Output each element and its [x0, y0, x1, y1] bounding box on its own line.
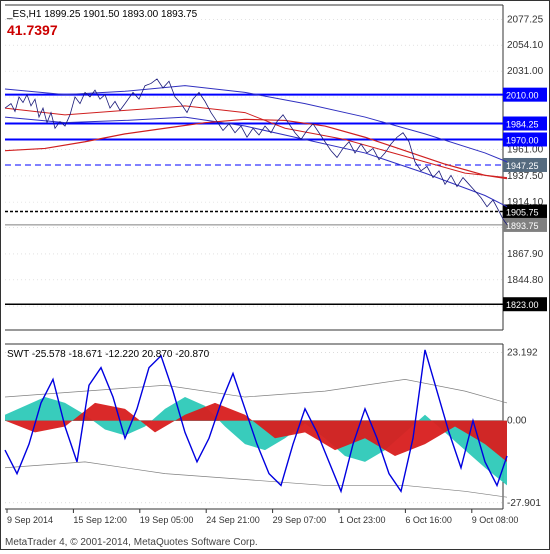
svg-text:SWT -25.578 -18.671 -12.220 20: SWT -25.578 -18.671 -12.220 20.870 -20.8…: [7, 349, 210, 360]
svg-text:24 Sep 21:00: 24 Sep 21:00: [206, 515, 260, 525]
svg-text:19 Sep 05:00: 19 Sep 05:00: [140, 515, 194, 525]
svg-text:2054.10: 2054.10: [507, 40, 544, 51]
svg-text:1937.50: 1937.50: [507, 171, 544, 182]
svg-text:1984.25: 1984.25: [506, 120, 539, 130]
svg-text:1947.25: 1947.25: [506, 161, 539, 171]
svg-text:2077.25: 2077.25: [507, 14, 544, 25]
svg-text:6 Oct 16:00: 6 Oct 16:00: [405, 515, 452, 525]
svg-text:9 Oct 08:00: 9 Oct 08:00: [472, 515, 519, 525]
svg-text:29 Sep 07:00: 29 Sep 07:00: [273, 515, 327, 525]
svg-text:MetaTrader 4, © 2001-2014, Met: MetaTrader 4, © 2001-2014, MetaQuotes So…: [5, 537, 258, 548]
chart-canvas: 1821.401844.801867.901891.301914.101937.…: [1, 1, 549, 549]
svg-text:41.7397: 41.7397: [7, 22, 58, 38]
svg-text:23.192: 23.192: [507, 347, 538, 358]
svg-text:_ES,H1 1899.25 1901.50 1893.00: _ES,H1 1899.25 1901.50 1893.00 1893.75: [6, 9, 198, 20]
svg-text:9 Sep 2014: 9 Sep 2014: [7, 515, 53, 525]
svg-text:1893.75: 1893.75: [506, 221, 539, 231]
svg-text:2031.00: 2031.00: [507, 66, 544, 77]
svg-text:1844.80: 1844.80: [507, 275, 544, 286]
svg-text:-27.901: -27.901: [507, 498, 541, 509]
svg-text:2010.00: 2010.00: [506, 91, 539, 101]
svg-text:1823.00: 1823.00: [506, 300, 539, 310]
svg-text:0.00: 0.00: [507, 416, 527, 427]
svg-text:1867.90: 1867.90: [507, 249, 544, 260]
svg-text:15 Sep 12:00: 15 Sep 12:00: [73, 515, 127, 525]
chart-container: 1821.401844.801867.901891.301914.101937.…: [0, 0, 550, 550]
svg-text:1 Oct 23:00: 1 Oct 23:00: [339, 515, 386, 525]
svg-text:1970.00: 1970.00: [506, 135, 539, 145]
svg-text:1905.75: 1905.75: [506, 207, 539, 217]
